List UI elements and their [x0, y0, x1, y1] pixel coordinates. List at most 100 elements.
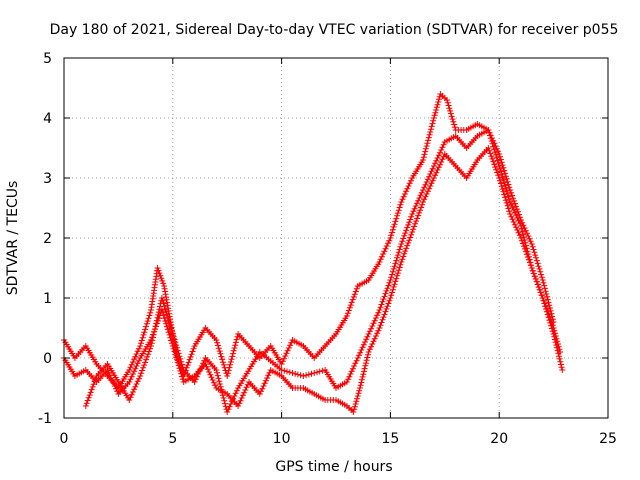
data-point [444, 97, 450, 103]
data-point [109, 377, 116, 384]
data-point [502, 173, 509, 180]
data-point [393, 215, 400, 222]
data-point [229, 398, 235, 405]
x-tick-label: 0 [60, 431, 69, 447]
data-point [132, 383, 139, 390]
data-point [526, 259, 533, 266]
data-point [297, 372, 304, 379]
data-point [129, 359, 136, 365]
data-point [544, 296, 551, 303]
data-point [553, 335, 560, 342]
data-point [554, 338, 561, 345]
data-point [393, 257, 400, 264]
data-point [136, 357, 142, 364]
data-point [365, 351, 371, 358]
data-point [185, 359, 192, 366]
data-point [346, 304, 353, 311]
data-point [383, 287, 390, 294]
data-point [503, 175, 510, 182]
data-point [520, 222, 527, 229]
data-point [214, 369, 220, 376]
data-point [90, 381, 97, 388]
data-point [403, 227, 410, 234]
data-point [510, 219, 517, 225]
data-point [347, 371, 354, 377]
data-point [361, 365, 368, 372]
data-point [226, 364, 233, 371]
data-point [166, 319, 173, 326]
data-point [87, 389, 94, 396]
data-point [144, 318, 151, 325]
data-point [384, 285, 391, 292]
data-point [139, 367, 146, 374]
data-point [176, 353, 183, 360]
data-point [88, 386, 95, 393]
data-point [395, 207, 402, 214]
data-point [487, 150, 494, 157]
data-point [520, 243, 527, 250]
data-point [136, 345, 142, 352]
data-point [505, 193, 512, 200]
data-point [433, 169, 440, 176]
data-point [541, 285, 548, 292]
series-trace [63, 146, 561, 414]
data-point [359, 373, 366, 380]
data-point [544, 308, 551, 315]
data-point [346, 373, 353, 380]
data-point [370, 320, 377, 327]
data-point [407, 216, 414, 223]
data-point [520, 234, 527, 241]
x-tick-label: 25 [599, 431, 617, 447]
data-point [413, 218, 420, 225]
data-point [110, 380, 117, 387]
data-point [360, 371, 367, 378]
data-point [447, 107, 454, 114]
data-point [132, 365, 139, 372]
data-point [534, 281, 541, 288]
data-point [546, 302, 553, 309]
data-point [500, 176, 507, 183]
data-point [345, 307, 352, 314]
data-point [147, 309, 154, 316]
data-point [501, 179, 508, 186]
data-point [552, 333, 559, 339]
data-point [220, 395, 227, 401]
data-point [520, 231, 527, 238]
data-point [502, 194, 509, 201]
data-point [509, 204, 516, 211]
data-point [214, 372, 221, 379]
data-point [540, 279, 547, 286]
data-point [500, 188, 507, 195]
data-point [145, 351, 152, 358]
data-point [404, 224, 411, 231]
data-point [236, 400, 243, 407]
data-point [488, 153, 495, 160]
data-point [430, 117, 437, 124]
data-point [490, 137, 497, 144]
data-point [498, 159, 505, 166]
data-point [292, 370, 299, 377]
data-point [174, 356, 180, 363]
data-point [500, 164, 507, 171]
data-point [163, 308, 170, 315]
data-point [343, 379, 350, 385]
data-point [497, 168, 504, 175]
data-point [155, 309, 162, 316]
data-point [559, 367, 566, 373]
data-point [547, 307, 554, 314]
data-point [444, 99, 451, 106]
data-point [404, 242, 411, 249]
data-point [496, 151, 503, 157]
data-point [495, 172, 502, 179]
data-point [357, 349, 364, 356]
data-point [161, 315, 168, 322]
data-point [486, 129, 493, 136]
data-point [127, 364, 134, 371]
data-point [184, 362, 191, 369]
data-point [371, 335, 378, 342]
data-point [264, 375, 271, 381]
data-point [197, 365, 204, 372]
data-point [159, 309, 166, 316]
data-point [131, 356, 138, 363]
data-point [353, 285, 360, 292]
